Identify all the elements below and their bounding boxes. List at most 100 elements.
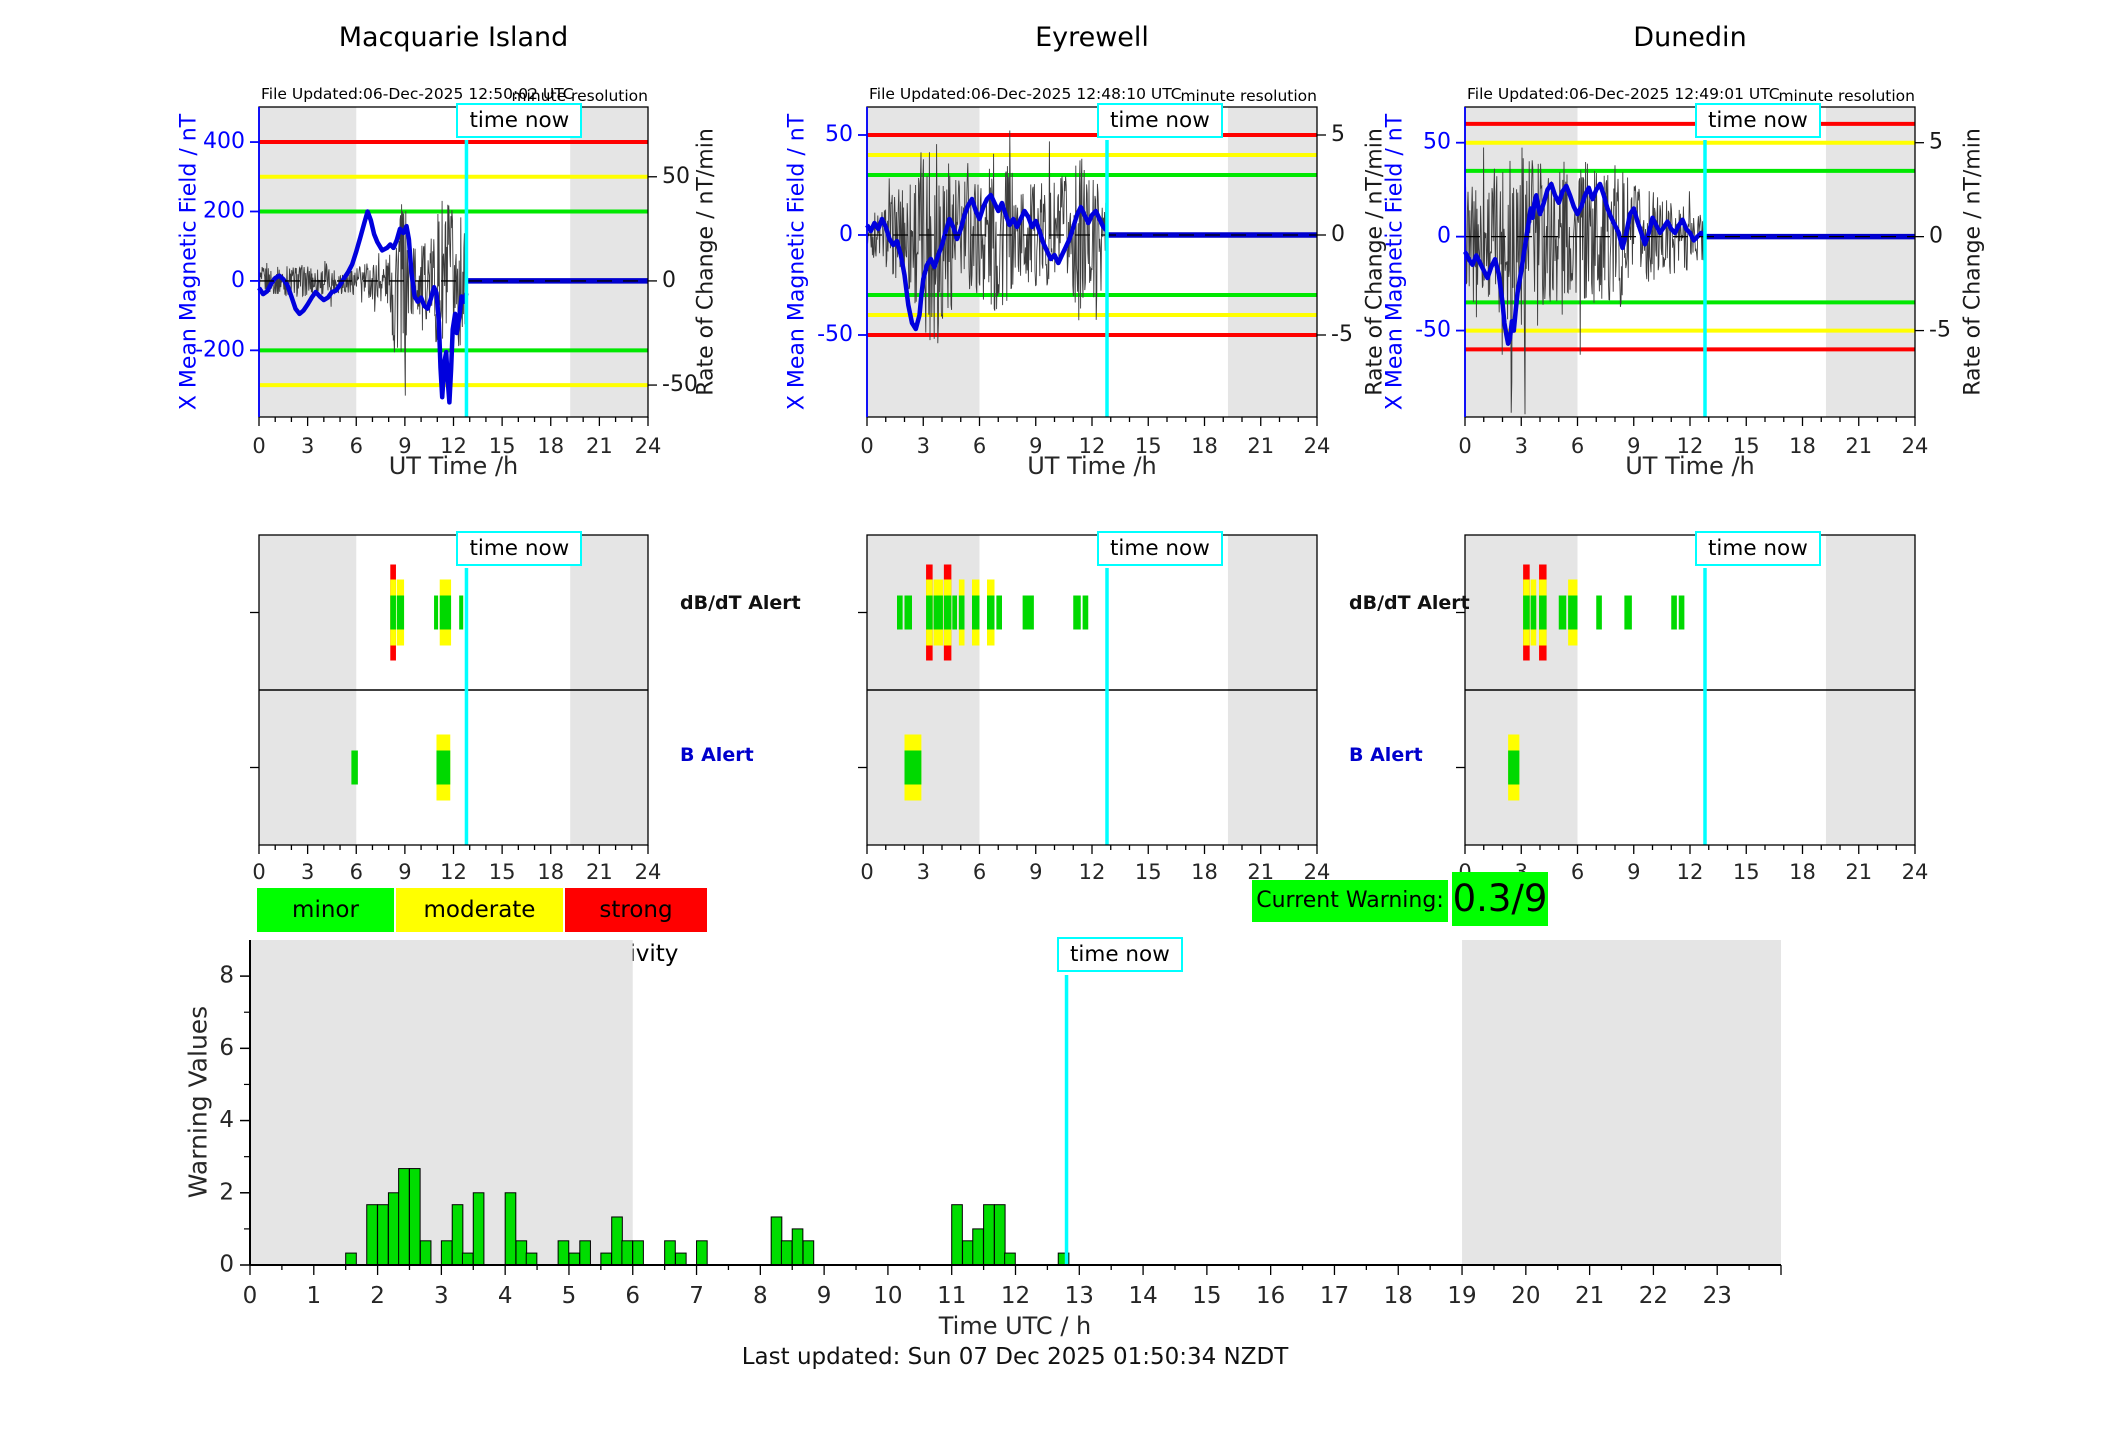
svg-text:-200: -200	[195, 337, 245, 362]
svg-text:21: 21	[1575, 1283, 1604, 1309]
station-title: Dunedin	[1633, 22, 1747, 53]
svg-text:24: 24	[1902, 860, 1929, 884]
legend-minor-activity: minor activity	[257, 888, 394, 967]
mean-field-series	[257, 209, 469, 405]
file-updated-text: File Updated:06-Dec-2025 12:50:02 UTC	[261, 85, 574, 103]
threshold-lines	[1465, 121, 1915, 352]
svg-text:21: 21	[1845, 860, 1872, 884]
legend-strong-activity: strong activity	[565, 888, 707, 967]
svg-text:0: 0	[860, 434, 873, 458]
dbdt-alert-label: dB/dT Alert	[1349, 592, 1470, 614]
warning-xlabel: Time UTC / h	[938, 1312, 1092, 1340]
svg-text:4: 4	[498, 1283, 513, 1309]
svg-text:0: 0	[1437, 224, 1451, 249]
svg-text:5: 5	[562, 1283, 577, 1309]
svg-text:21: 21	[586, 860, 613, 884]
magnetic-field-chart: 0 3 6 9 12 15 18 21 24 400 200 0 -200 50 0 -50	[195, 106, 698, 458]
svg-text:16: 16	[1256, 1283, 1285, 1309]
station-title: Macquarie Island	[338, 22, 569, 53]
svg-text:9: 9	[1627, 434, 1640, 458]
svg-text:6: 6	[350, 434, 363, 458]
svg-text:18: 18	[537, 860, 564, 884]
svg-text:18: 18	[537, 434, 564, 458]
svg-text:8: 8	[219, 963, 234, 989]
svg-text:12: 12	[440, 434, 467, 458]
svg-text:3: 3	[917, 434, 930, 458]
svg-text:15: 15	[1733, 434, 1760, 458]
svg-text:12: 12	[1677, 434, 1704, 458]
svg-text:200: 200	[203, 198, 245, 223]
svg-text:15: 15	[1733, 860, 1760, 884]
svg-text:21: 21	[586, 434, 613, 458]
svg-text:9: 9	[1029, 434, 1042, 458]
svg-text:12: 12	[1001, 1283, 1030, 1309]
svg-text:0: 0	[1331, 222, 1345, 247]
axis-ticks: 0 3 6 9 12 15 18 21 24 400 200 0 -200 50 0 -50	[195, 129, 698, 458]
threshold-lines	[259, 140, 648, 388]
dbdt-alert-bars	[897, 564, 1089, 661]
svg-text:12: 12	[440, 860, 467, 884]
time-now-box: time now	[456, 103, 583, 138]
file-updated-text: File Updated:06-Dec-2025 12:49:01 UTC	[1467, 85, 1780, 103]
svg-text:0: 0	[1929, 224, 1943, 249]
svg-text:18: 18	[1789, 860, 1816, 884]
mean-field-series	[1462, 181, 1707, 346]
svg-text:0: 0	[1458, 434, 1471, 458]
resolution-text: minute resolution	[1778, 87, 1915, 105]
svg-text:24: 24	[1304, 434, 1331, 458]
night-bands	[259, 107, 648, 417]
svg-text:22: 22	[1639, 1283, 1668, 1309]
x-axis-label: UT Time /h	[388, 452, 519, 480]
svg-text:21: 21	[1247, 434, 1274, 458]
svg-text:23: 23	[1703, 1283, 1732, 1309]
svg-text:0: 0	[252, 860, 265, 884]
svg-text:5: 5	[1331, 122, 1345, 147]
svg-text:9: 9	[1029, 860, 1042, 884]
svg-text:13: 13	[1065, 1283, 1094, 1309]
svg-text:400: 400	[203, 129, 245, 154]
night-bands	[1465, 107, 1915, 417]
svg-text:9: 9	[398, 434, 411, 458]
time-now-box: time now	[1097, 103, 1223, 138]
b-alert-bars	[351, 734, 451, 801]
svg-text:6: 6	[1571, 860, 1584, 884]
current-warning-label: Current Warning:	[1252, 880, 1448, 922]
x-axis-label: UT Time /h	[1027, 452, 1157, 480]
svg-text:3: 3	[1515, 434, 1528, 458]
svg-text:-5: -5	[1331, 322, 1353, 347]
svg-text:4: 4	[219, 1107, 234, 1133]
svg-text:-50: -50	[662, 372, 698, 397]
time-now-box: time now	[456, 531, 583, 566]
svg-text:24: 24	[635, 860, 662, 884]
svg-text:12: 12	[1079, 434, 1106, 458]
station-title: Eyrewell	[1035, 22, 1149, 53]
svg-text:0: 0	[839, 222, 853, 247]
svg-text:2: 2	[370, 1283, 385, 1309]
file-updated-text: File Updated:06-Dec-2025 12:48:10 UTC	[869, 85, 1182, 103]
svg-text:15: 15	[489, 434, 516, 458]
svg-text:-5: -5	[1929, 318, 1951, 343]
svg-text:17: 17	[1320, 1283, 1349, 1309]
svg-text:6: 6	[219, 1035, 234, 1061]
svg-text:6: 6	[1571, 434, 1584, 458]
warning-ylabel: Warning Values	[183, 1005, 213, 1199]
svg-text:15: 15	[1135, 860, 1162, 884]
svg-text:9: 9	[1627, 860, 1640, 884]
svg-text:1: 1	[306, 1283, 321, 1309]
svg-text:6: 6	[973, 860, 986, 884]
svg-text:50: 50	[825, 122, 853, 147]
b-alert-label: B Alert	[1349, 744, 1423, 766]
svg-text:3: 3	[917, 860, 930, 884]
axis-ticks: 0 3 6 9 12 15 18 21 24	[250, 611, 662, 884]
night-bands	[250, 940, 1781, 1265]
svg-text:9: 9	[398, 860, 411, 884]
b-alert-label: B Alert	[680, 744, 754, 766]
svg-text:24: 24	[635, 434, 662, 458]
current-warning-value: 0.3/9	[1452, 872, 1548, 926]
svg-text:21: 21	[1845, 434, 1872, 458]
